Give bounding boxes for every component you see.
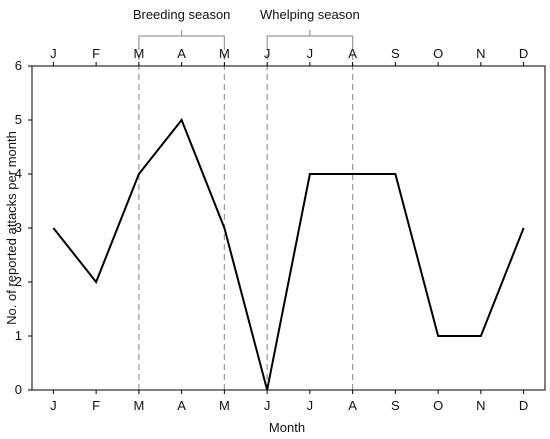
- x-tick-label-top-1: F: [92, 46, 100, 61]
- y-tick-label-5: 5: [15, 112, 22, 127]
- x-tick-label-top-11: D: [519, 46, 528, 61]
- series-layer: [52, 118, 525, 391]
- whelping-season-bracket: [266, 30, 354, 44]
- x-axis-title: Month: [269, 420, 305, 435]
- x-tick-label-top-2: M: [133, 46, 144, 61]
- y-tick-label-4: 4: [15, 166, 22, 181]
- x-tick-label-bottom-11: D: [519, 398, 528, 413]
- x-tick-label-bottom-4: M: [219, 398, 230, 413]
- x-tick-label-bottom-7: A: [348, 398, 357, 413]
- x-tick-label-top-7: A: [348, 46, 357, 61]
- x-tick-label-top-0: J: [50, 46, 57, 61]
- x-tick-label-top-9: O: [433, 46, 443, 61]
- plot-frame: [28, 62, 546, 394]
- y-tick-label-2: 2: [15, 274, 22, 289]
- x-tick-label-top-5: J: [264, 46, 271, 61]
- label-layer: 0 1 2 3 4 5 6 J J F F M M A A M M J J J J A A S S O O N N D D Breeding …: [15, 7, 529, 413]
- season-annotations: [138, 30, 354, 390]
- y-tick-label-1: 1: [15, 328, 22, 343]
- x-tick-label-top-3: A: [177, 46, 186, 61]
- x-tick-label-bottom-2: M: [133, 398, 144, 413]
- x-tick-label-bottom-6: J: [307, 398, 314, 413]
- y-tick-label-6: 6: [15, 58, 22, 73]
- x-tick-label-bottom-8: S: [391, 398, 400, 413]
- x-tick-label-bottom-5: J: [264, 398, 271, 413]
- x-tick-label-bottom-3: A: [177, 398, 186, 413]
- plot-border: [31, 65, 546, 391]
- whelping-season-label: Whelping season: [260, 7, 360, 22]
- x-tick-label-top-8: S: [391, 46, 400, 61]
- y-tick-label-3: 3: [15, 220, 22, 235]
- y-tick-label-0: 0: [15, 382, 22, 397]
- x-tick-label-bottom-10: N: [476, 398, 485, 413]
- x-tick-label-bottom-1: F: [92, 398, 100, 413]
- x-tick-label-top-4: M: [219, 46, 230, 61]
- y-axis-title: No. of reported attacks per month: [4, 131, 19, 325]
- x-tick-label-top-10: N: [476, 46, 485, 61]
- series-line-0: [52, 118, 525, 391]
- breeding-season-bracket: [138, 30, 225, 44]
- x-tick-label-bottom-9: O: [433, 398, 443, 413]
- x-tick-label-bottom-0: J: [50, 398, 57, 413]
- breeding-season-label: Breeding season: [133, 7, 231, 22]
- x-tick-label-top-6: J: [307, 46, 314, 61]
